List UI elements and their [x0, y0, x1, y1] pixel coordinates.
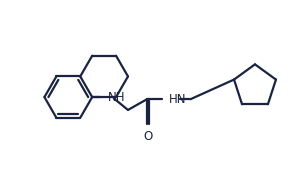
Text: HN: HN	[169, 93, 187, 106]
Text: O: O	[144, 130, 153, 143]
Text: NH: NH	[107, 91, 125, 104]
